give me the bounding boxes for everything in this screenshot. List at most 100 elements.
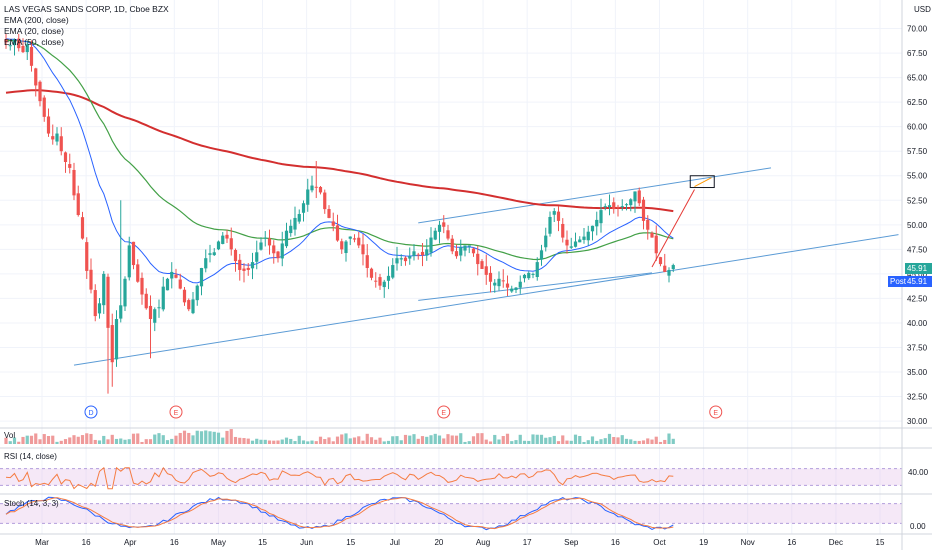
time-tick-label: 16 (611, 538, 620, 547)
volume-bar (340, 434, 344, 444)
price-axis[interactable]: 70.00 67.50 65.00 62.50 60.00 57.50 55.00 52.50… (901, 0, 928, 550)
volume-bar (552, 435, 556, 444)
volume-pane[interactable] (4, 429, 675, 444)
candle-body (510, 288, 514, 292)
candle-body (161, 286, 165, 310)
candle-body (573, 241, 578, 247)
candle-body (335, 225, 340, 241)
candle-body (531, 273, 535, 275)
rsi-pane[interactable] (0, 466, 902, 490)
time-tick-label: 16 (170, 538, 179, 547)
volume-bar (318, 436, 323, 444)
candle-body (250, 262, 255, 269)
volume-bar (17, 441, 21, 444)
candle-body (284, 230, 289, 247)
volume-bar (658, 441, 663, 444)
volume-bar (38, 439, 42, 444)
volume-bar (187, 432, 191, 444)
volume-bar (433, 433, 437, 444)
candle-body (323, 192, 327, 210)
candle-body (46, 116, 51, 134)
candle-body (412, 251, 416, 257)
volume-label[interactable]: Vol (4, 431, 16, 440)
volume-bar (416, 438, 420, 444)
volume-bar (8, 441, 12, 444)
volume-bar (510, 441, 514, 444)
volume-bar (382, 441, 386, 444)
candle-body (578, 239, 582, 243)
volume-bar (59, 440, 63, 444)
volume-bar (607, 433, 612, 444)
volume-bar (624, 438, 629, 444)
volume-bar (548, 437, 552, 444)
candle-body (238, 259, 242, 270)
candle-body (374, 280, 378, 282)
rsi-label[interactable]: RSI (14, close) (4, 452, 57, 461)
volume-bar (599, 439, 603, 444)
earnings-marker (709, 405, 723, 419)
candle-body (556, 211, 561, 221)
volume-bar (578, 435, 582, 444)
volume-bar (374, 439, 378, 444)
candle-body (212, 252, 216, 256)
price-tick-label: 42.50 (907, 294, 928, 303)
volume-bar (386, 440, 391, 444)
candle-body (471, 248, 476, 254)
channel-lower-trendline (418, 272, 653, 301)
time-tick-label: Jul (390, 538, 400, 547)
candle-body (641, 199, 646, 221)
earnings-marker (169, 405, 183, 419)
candle-body (259, 242, 263, 250)
time-tick-label: Jun (300, 538, 313, 547)
volume-bar (442, 438, 446, 444)
time-axis[interactable]: Mar 16 Apr 16 May 15 Jun 15 Jul 20 Aug 17 Sep 16 Oct 19… (0, 533, 932, 547)
candle-body (658, 257, 663, 265)
volume-bar (229, 429, 233, 444)
ema50-legend[interactable]: EMA (50, close) (4, 37, 64, 47)
candle-body (408, 256, 412, 259)
candle-body (123, 278, 127, 307)
volume-bar (301, 440, 306, 444)
candles[interactable] (4, 33, 675, 394)
volume-bar (280, 439, 284, 444)
volume-bar (272, 440, 276, 444)
rsi-line (5, 466, 674, 490)
stoch-label[interactable]: Stoch (14, 3, 3) (4, 499, 59, 508)
volume-bar (667, 433, 671, 444)
candle-body (331, 221, 335, 226)
volume-bar (671, 438, 675, 444)
ema200-legend[interactable]: EMA (200, close) (4, 15, 69, 25)
candle-body (518, 281, 522, 288)
drawing-annotations[interactable] (651, 175, 715, 268)
candle-body (293, 217, 297, 230)
candle-body (199, 267, 204, 287)
time-tick-label: Sep (564, 538, 579, 547)
volume-bar (556, 441, 561, 444)
candle-body (131, 241, 136, 266)
candle-body (633, 191, 637, 202)
trendlines[interactable] (73, 167, 899, 366)
volume-bar (348, 438, 352, 444)
candle-body (476, 253, 480, 265)
candle-body (327, 209, 331, 218)
volume-bar (480, 433, 484, 444)
ema20-legend[interactable]: EMA (20, close) (4, 26, 64, 36)
time-tick-label: Oct (653, 538, 666, 547)
candle-body (85, 242, 89, 271)
stoch-pane[interactable] (0, 496, 902, 531)
projection-arrow (651, 189, 695, 268)
candle-body (301, 203, 306, 213)
candle-body (191, 299, 195, 314)
volume-bar (616, 437, 620, 444)
volume-bar (140, 441, 144, 444)
candle-body (110, 325, 114, 363)
volume-bar (476, 433, 480, 444)
volume-bar (378, 437, 382, 444)
volume-bar (21, 436, 25, 444)
symbol-title[interactable]: LAS VEGAS SANDS CORP, 1D, Cboe BZX (4, 4, 169, 14)
volume-bar (539, 434, 544, 444)
target-box (689, 175, 715, 189)
